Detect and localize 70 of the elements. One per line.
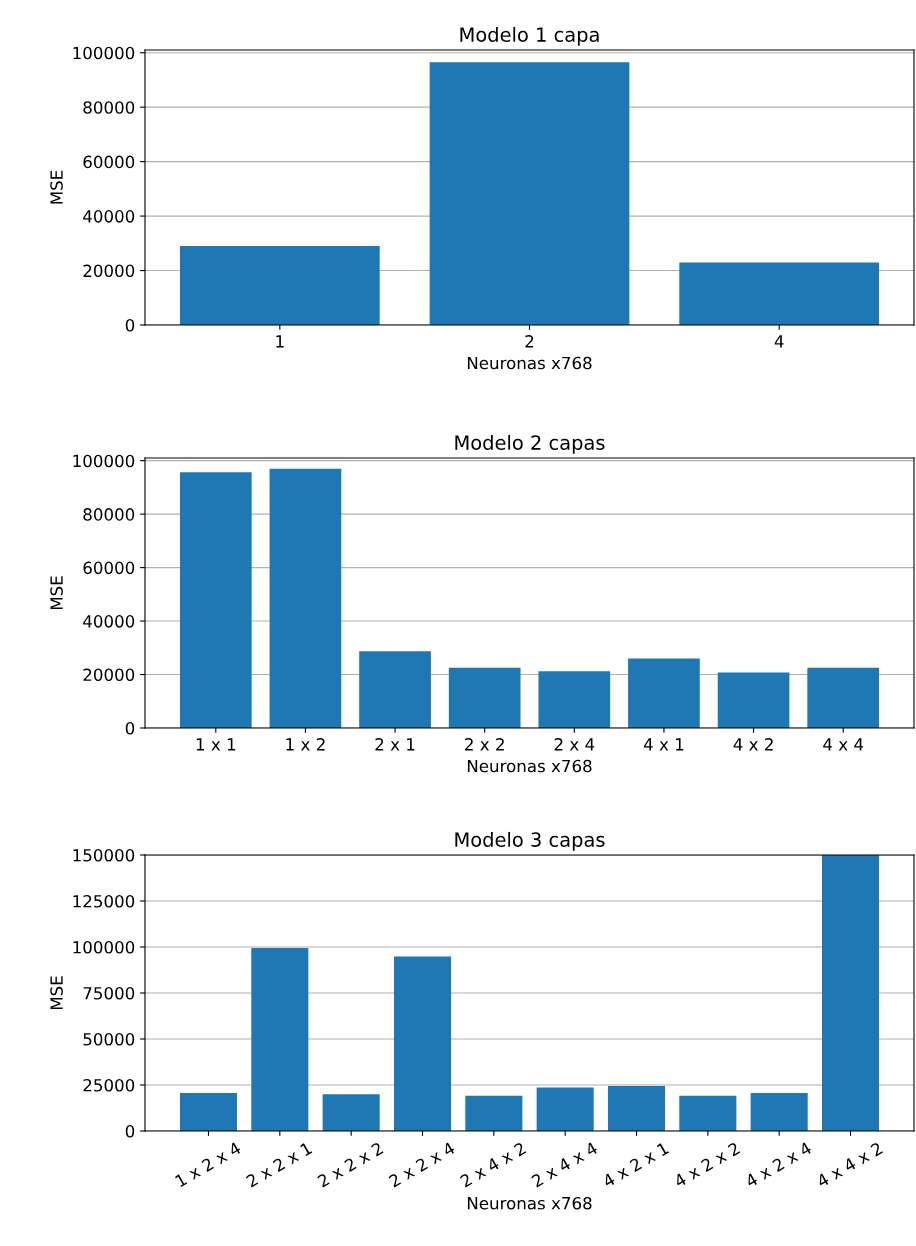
bar: [393, 956, 452, 1131]
x-tick-label: 2 x 4 x 2: [459, 1141, 527, 1188]
bar: [179, 472, 252, 728]
y-tick-label: 25000: [83, 1078, 135, 1092]
x-tick-label: 2 x 2 x 4: [388, 1141, 456, 1188]
y-tick-label: 20000: [83, 668, 135, 682]
y-tick-label: 60000: [83, 155, 135, 169]
bar: [179, 246, 380, 325]
y-tick-label: 80000: [83, 508, 135, 521]
x-tick-label: 1 x 2 x 4: [174, 1141, 242, 1188]
x-axis-title: Neuronas x768: [467, 1196, 592, 1210]
y-axis-title: MSE: [50, 170, 63, 204]
x-tick-label: 2 x 2: [465, 738, 504, 751]
y-tick-label: 100000: [73, 454, 135, 468]
x-tick-label: 4 x 4 x 2: [815, 1141, 883, 1188]
x-axis-title: Neuronas x768: [467, 759, 592, 773]
x-tick-label: 4 x 1: [643, 738, 684, 751]
x-tick-label: 4: [774, 335, 784, 348]
y-tick-label: 80000: [83, 101, 135, 114]
bar: [607, 1085, 666, 1131]
x-tick-label: 2 x 1: [375, 738, 415, 751]
bar: [269, 468, 342, 728]
y-tick-label: 0: [125, 721, 135, 735]
x-tick-label: 4 x 4: [823, 738, 864, 751]
bar: [750, 1092, 808, 1131]
bar: [679, 262, 880, 325]
bar: [251, 948, 309, 1131]
y-tick-label: 0: [125, 318, 135, 332]
bar: [429, 62, 630, 325]
x-tick-label: 4 x 2: [733, 738, 773, 751]
y-tick-label: 50000: [83, 1032, 135, 1046]
x-tick-label: 1 x 2: [286, 738, 325, 751]
x-tick-label: 1 x 1: [196, 738, 236, 751]
y-tick-label: 60000: [83, 561, 135, 575]
x-tick-label: 2 x 2 x 2: [316, 1141, 384, 1188]
y-tick-label: 40000: [83, 615, 135, 628]
x-tick-label: 1: [276, 335, 284, 348]
bar: [628, 658, 700, 728]
bar: [448, 667, 521, 728]
bar: [807, 667, 880, 728]
x-tick-label: 4 x 2 x 4: [744, 1141, 813, 1188]
x-axis-title: Neuronas x768: [467, 356, 592, 370]
bar: [465, 1095, 523, 1131]
bar: [179, 1092, 238, 1131]
x-tick-label: 2 x 4: [554, 738, 595, 751]
bar: [359, 651, 431, 728]
bar: [717, 672, 790, 728]
x-tick-label: 4 x 2 x 2: [673, 1141, 741, 1188]
x-tick-label: 2: [525, 335, 534, 348]
x-tick-label: 2 x 2 x 1: [245, 1141, 313, 1188]
y-tick-label: 100000: [73, 46, 135, 60]
y-tick-label: 100000: [73, 940, 135, 954]
bar: [821, 855, 880, 1131]
y-tick-label: 150000: [73, 848, 135, 862]
x-tick-label: 4 x 2 x 1: [601, 1141, 669, 1188]
y-tick-label: 0: [125, 1124, 135, 1138]
bar: [679, 1095, 737, 1131]
bar: [536, 1087, 594, 1131]
y-tick-label: 125000: [73, 894, 135, 908]
chart-title: Modelo 3 capas: [455, 831, 605, 851]
chart-title: Modelo 2 capas: [455, 434, 605, 454]
y-axis-title: MSE: [50, 976, 63, 1010]
y-tick-label: 75000: [83, 986, 135, 1000]
x-tick-label: 2 x 4 x 4: [530, 1141, 599, 1188]
chart-title: Modelo 1 capa: [460, 26, 599, 46]
bar: [322, 1094, 380, 1131]
y-tick-label: 20000: [83, 264, 135, 278]
y-axis-title: MSE: [50, 576, 63, 610]
y-tick-label: 40000: [83, 210, 135, 223]
bar: [538, 671, 611, 728]
